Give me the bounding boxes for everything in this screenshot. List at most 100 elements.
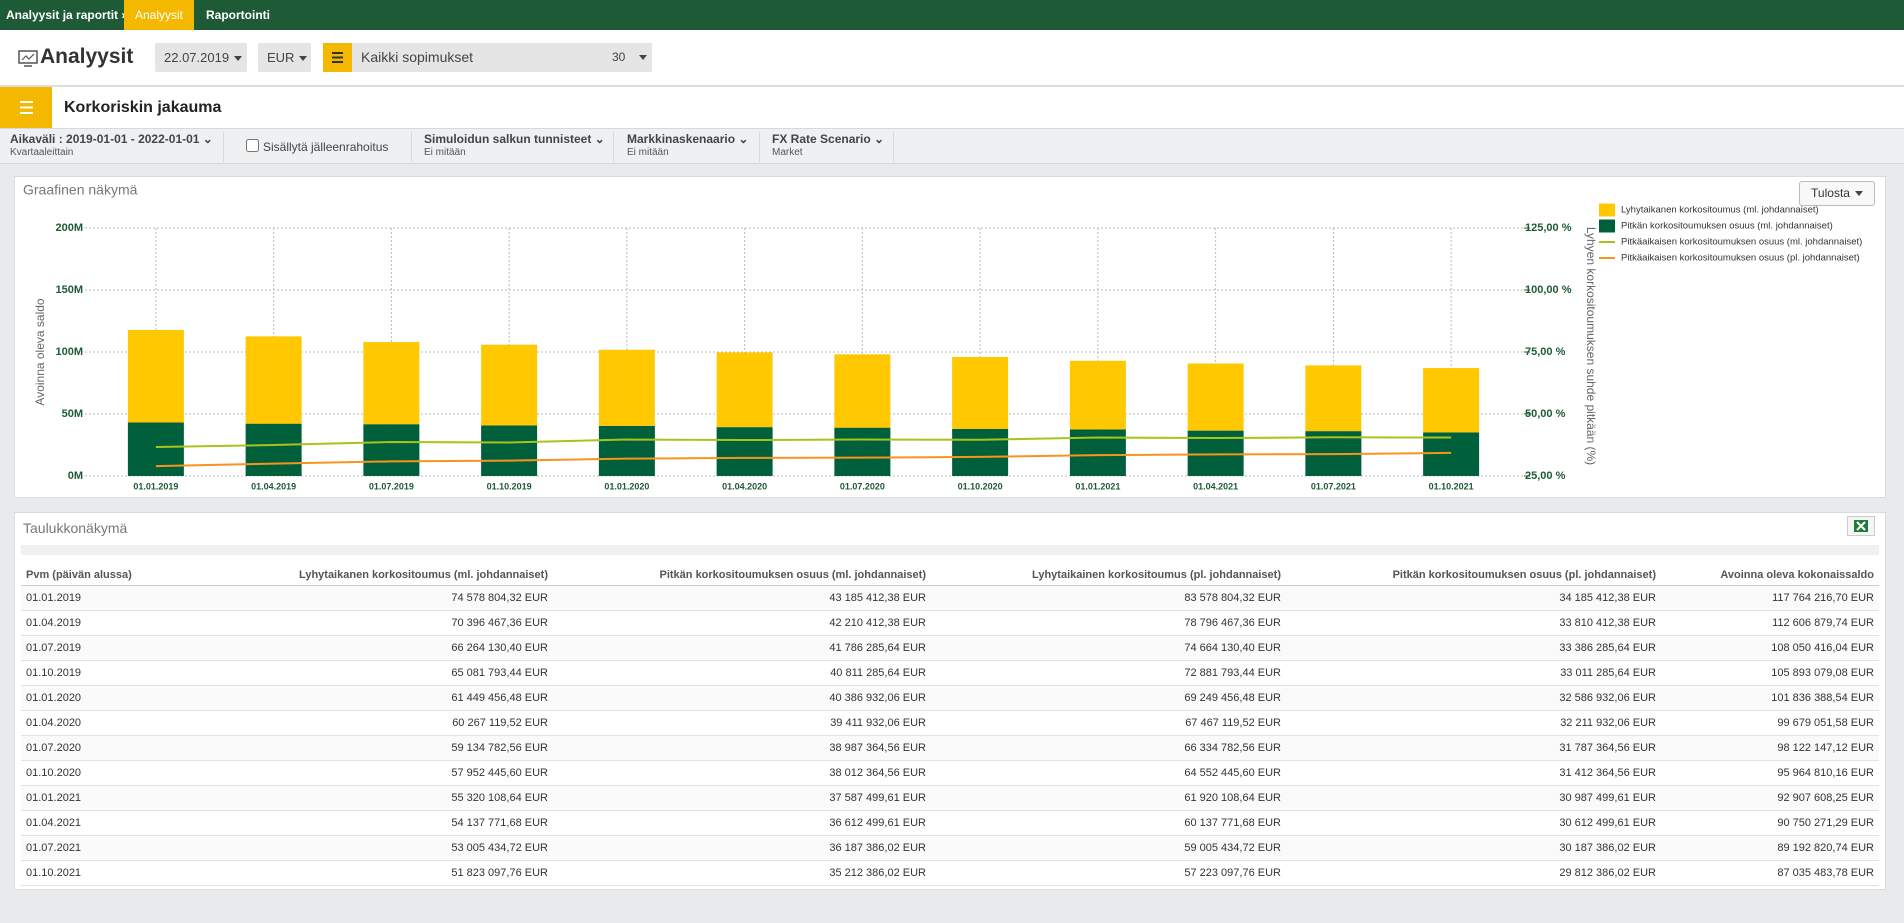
table-cell: 70 396 467,36 EUR <box>171 610 553 636</box>
column-header: Lyhytaikanen korkositoumus (ml. johdanna… <box>171 555 553 586</box>
bar <box>245 336 302 424</box>
panel-icon[interactable] <box>0 87 52 128</box>
x-tick-label: 01.10.2020 <box>958 481 1003 491</box>
table-row: 01.10.2021 51 823 097,76 EUR 35 212 386,02… <box>21 860 1879 886</box>
table-cell: 36 187 386,02 EUR <box>553 835 931 861</box>
date: 22.07.2019 <box>164 50 230 65</box>
table-cell: 32 211 932,06 EUR <box>1286 710 1661 736</box>
x-tick-label: 01.10.2019 <box>487 481 532 491</box>
table-row: 01.01.2020 61 449 456,48 EUR 40 386 932,06… <box>21 685 1879 711</box>
filter-sub: Ei mitään <box>627 147 669 158</box>
y-tick-label: 100M <box>55 346 83 358</box>
table-cell: 01.04.2021 <box>21 810 171 836</box>
column-header: Pvm (päivän alussa) <box>21 555 171 586</box>
portfolio-dropdown[interactable]: Kaikki sopimukset 30 <box>352 43 652 72</box>
table-cell: 31 412 364,56 EUR <box>1286 760 1661 786</box>
table-cell: 30 987 499,61 EUR <box>1286 785 1661 811</box>
column-header: Avoinna oleva kokonaissaldo <box>1661 555 1879 586</box>
table-row: 01.04.2020 60 267 119,52 EUR 39 411 932,06… <box>21 710 1879 736</box>
table-cell: 112 606 879,74 EUR <box>1661 610 1879 636</box>
filter[interactable]: Markkinaskenaario ⌄ Ei mitään <box>617 132 760 162</box>
chart-card: Graafinen näkymä 0M 50M 100M 150M 200M 25,00 … <box>14 176 1886 498</box>
table-cell: 01.07.2019 <box>21 635 171 661</box>
table-row: 01.07.2020 59 134 782,56 EUR 38 987 364,56… <box>21 735 1879 761</box>
table-cell: 40 811 285,64 EUR <box>553 660 931 686</box>
menu-button[interactable] <box>323 43 352 72</box>
filter-label: FX Rate Scenario <box>772 132 871 146</box>
table-cell: 54 137 771,68 EUR <box>171 810 553 836</box>
chart: Graafinen näkymä 0M 50M 100M 150M 200M 25,00 … <box>23 182 1862 492</box>
x-tick-label: 01.01.2020 <box>604 481 649 491</box>
filter-label: Markkinaskenaario <box>627 132 736 146</box>
panel-title: Korkoriskin jakauma <box>64 99 222 116</box>
nav-tab[interactable]: Analyysit <box>124 0 194 30</box>
table-cell: 01.07.2021 <box>21 835 171 861</box>
bar <box>481 425 538 476</box>
bar <box>834 427 891 476</box>
table-cell: 36 612 499,61 EUR <box>553 810 931 836</box>
table-cell: 60 267 119,52 EUR <box>171 710 553 736</box>
checkbox[interactable] <box>246 139 259 152</box>
table-cell: 59 134 782,56 EUR <box>171 735 553 761</box>
table-cell: 34 185 412,38 EUR <box>1286 585 1661 611</box>
table-cell: 74 578 804,32 EUR <box>171 585 553 611</box>
currency-dropdown[interactable]: EUR <box>258 43 311 72</box>
table-cell: 01.01.2021 <box>21 785 171 811</box>
section-title: Graafinen näkymä <box>23 182 138 198</box>
table-card: Taulukkonäkymä Pvm (päivän alussa) Lyhyta… <box>14 512 1886 890</box>
portfolio: Kaikki sopimukset <box>361 49 474 65</box>
table-row: 01.10.2020 57 952 445,60 EUR 38 012 364,56… <box>21 760 1879 786</box>
table-cell: 33 810 412,38 EUR <box>1286 610 1661 636</box>
table-cell: 01.10.2019 <box>21 660 171 686</box>
table-toolbar <box>21 545 1879 555</box>
table-cell: 67 467 119,52 EUR <box>931 710 1286 736</box>
filter-sub: Ei mitään <box>424 147 466 158</box>
table-cell: 51 823 097,76 EUR <box>171 860 553 886</box>
table-cell: 30 612 499,61 EUR <box>1286 810 1661 836</box>
filter-label: Sisällytä jälleenrahoitus <box>263 140 389 154</box>
filter-sub: Kvartaaleittain <box>10 147 74 158</box>
table-cell: 105 893 079,08 EUR <box>1661 660 1879 686</box>
y2-tick-label: 25,00 % <box>1525 470 1566 482</box>
x-tick-label: 01.07.2020 <box>840 481 885 491</box>
page-title: Analyysit <box>40 45 134 68</box>
table-row: 01.01.2021 55 320 108,64 EUR 37 587 499,61… <box>21 785 1879 811</box>
print-button[interactable]: Tulosta <box>1799 181 1875 206</box>
table-cell: 98 122 147,12 EUR <box>1661 735 1879 761</box>
table-cell: 89 192 820,74 EUR <box>1661 835 1879 861</box>
table-cell: 53 005 434,72 EUR <box>171 835 553 861</box>
filter[interactable]: Aikaväli : 2019-01-01 - 2022-01-01 ⌄ Kvar… <box>0 132 224 162</box>
filter[interactable]: FX Rate Scenario ⌄ Market <box>762 132 894 162</box>
legend-label: Pitkän korkositoumuksen osuus (ml. johda… <box>1621 221 1833 232</box>
toolbar: Analyysit 22.07.2019 EUR Kaikki sopimuks… <box>0 30 1904 86</box>
x-tick-label: 01.10.2021 <box>1429 481 1474 491</box>
breadcrumb[interactable]: Analyysit ja raportit › <box>6 8 126 22</box>
table-cell: 55 320 108,64 EUR <box>171 785 553 811</box>
table-cell: 01.07.2020 <box>21 735 171 761</box>
y-tick-label: 50M <box>62 408 83 420</box>
excel-button[interactable] <box>1847 516 1875 536</box>
table-cell: 32 586 932,06 EUR <box>1286 685 1661 711</box>
filter-label: Simuloidun salkun tunnisteet <box>424 132 592 146</box>
bar <box>716 352 773 428</box>
date-dropdown[interactable]: 22.07.2019 <box>155 43 247 72</box>
filter[interactable]: Simuloidun salkun tunnisteet ⌄ Ei mitään <box>414 132 614 162</box>
table-cell: 95 964 810,16 EUR <box>1661 760 1879 786</box>
data-table: Pvm (päivän alussa) Lyhytaikanen korkosit… <box>21 555 1879 886</box>
table-cell: 31 787 364,56 EUR <box>1286 735 1661 761</box>
filter-sub: Market <box>772 147 803 158</box>
table-row: 01.10.2019 65 081 793,44 EUR 40 811 285,64… <box>21 660 1879 686</box>
column-header: Pitkän korkositoumuksen osuus (pl. johda… <box>1286 555 1661 586</box>
monitor-icon <box>18 50 38 67</box>
table-cell: 01.04.2020 <box>21 710 171 736</box>
table-cell: 72 881 793,44 EUR <box>931 660 1286 686</box>
y-axis-title: Avoinna oleva saldo <box>33 298 47 406</box>
table-cell: 39 411 932,06 EUR <box>553 710 931 736</box>
table-cell: 74 664 130,40 EUR <box>931 635 1286 661</box>
section-title: Taulukkonäkymä <box>23 520 128 536</box>
filter[interactable]: Sisällytä jälleenrahoitus <box>236 132 412 162</box>
table-cell: 90 750 271,29 EUR <box>1661 810 1879 836</box>
nav-tab[interactable]: Raportointi <box>206 8 270 22</box>
table-cell: 57 223 097,76 EUR <box>931 860 1286 886</box>
